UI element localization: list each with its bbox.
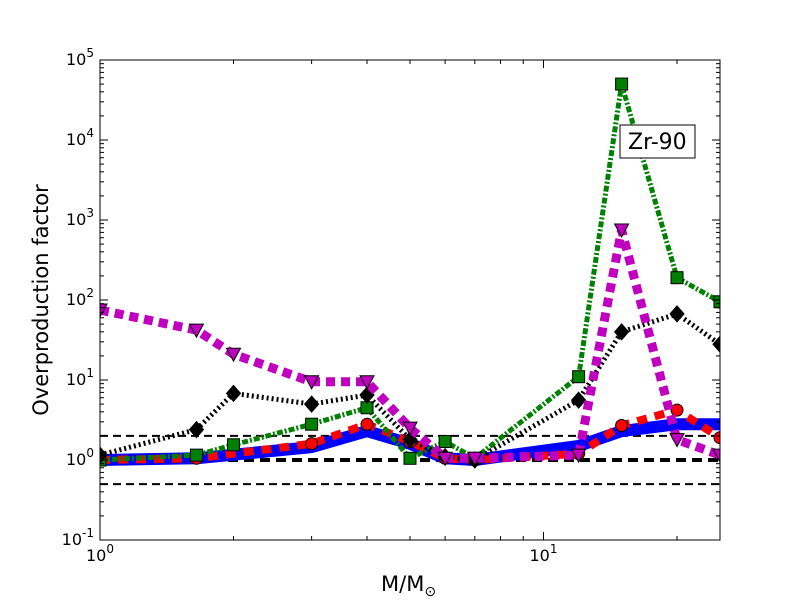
data-point xyxy=(402,421,418,437)
data-point xyxy=(360,417,374,431)
data-point xyxy=(713,431,720,445)
x-tick-label: 101 xyxy=(530,542,558,565)
data-point xyxy=(100,303,108,319)
x-axis-label-main: M/M xyxy=(381,572,424,596)
y-tick-label: 101 xyxy=(66,366,94,389)
data-point xyxy=(188,420,205,439)
x-tick-label: 100 xyxy=(86,542,114,565)
y-tick-label: 103 xyxy=(66,206,94,229)
data-point xyxy=(570,391,587,409)
data-point xyxy=(713,295,720,309)
data-point xyxy=(572,370,586,384)
annotation-text: Zr-90 xyxy=(628,130,687,155)
y-tick-label: 10-1 xyxy=(62,526,94,549)
data-point xyxy=(225,347,242,363)
data-point xyxy=(305,437,319,451)
data-point xyxy=(303,395,320,413)
annotation-frame xyxy=(619,124,696,159)
data-point xyxy=(100,446,108,464)
data-point xyxy=(613,223,630,239)
series-3 xyxy=(100,77,720,467)
data-point xyxy=(438,435,452,449)
data-point xyxy=(670,403,684,417)
data-point xyxy=(570,448,587,464)
data-point xyxy=(466,451,483,467)
y-tick-label: 102 xyxy=(66,286,94,309)
y-tick-label: 104 xyxy=(66,126,94,149)
data-point xyxy=(613,323,630,341)
y-tick-label: 105 xyxy=(66,46,94,69)
series-layer xyxy=(100,77,720,469)
series-line xyxy=(100,406,720,464)
data-point xyxy=(615,77,629,91)
data-point xyxy=(227,438,241,452)
data-point xyxy=(712,335,720,353)
series-5 xyxy=(100,223,720,467)
data-point xyxy=(359,375,375,390)
data-point xyxy=(669,305,685,323)
data-point xyxy=(669,433,685,448)
data-point xyxy=(437,451,453,467)
data-point xyxy=(225,384,242,403)
data-point xyxy=(188,323,205,339)
data-point xyxy=(303,375,320,390)
x-axis-label: M/M⊙ xyxy=(381,572,436,600)
y-tick-label: 100 xyxy=(66,446,94,469)
x-axis-label-sub: ⊙ xyxy=(424,584,436,600)
data-point xyxy=(305,417,319,431)
data-point xyxy=(615,418,629,432)
data-point xyxy=(670,271,684,285)
annotation-box: Zr-90 xyxy=(619,124,696,159)
data-point xyxy=(189,448,203,462)
y-axis-label: Overproduction factor xyxy=(29,184,53,416)
data-point xyxy=(712,448,720,464)
data-point xyxy=(403,451,417,465)
